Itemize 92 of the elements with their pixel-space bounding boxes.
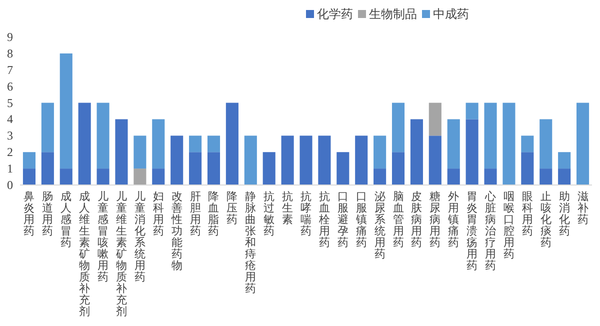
bar — [226, 102, 238, 185]
y-tick-label: 0 — [7, 178, 13, 192]
bar — [558, 168, 571, 185]
legend-label: 化学药 — [317, 7, 353, 21]
x-tick-label: 肝胆用药 — [190, 191, 201, 238]
category-label: 静脉曲张和痔疮用药 — [245, 191, 256, 295]
bar — [134, 168, 146, 185]
x-tick-label: 肠道用药 — [42, 191, 54, 238]
x-tick-label: 口服镇痛药 — [354, 191, 367, 249]
bar — [152, 168, 165, 185]
x-tick-label: 糖尿病用药 — [430, 190, 441, 249]
y-tick-label: 8 — [7, 46, 13, 60]
bar — [410, 119, 423, 185]
bar — [447, 119, 460, 169]
bar — [428, 136, 442, 185]
x-tick-label: 儿童感冒咳嗽用药 — [98, 190, 109, 284]
x-tick-label: 抗过敏药 — [264, 190, 275, 238]
bar — [558, 152, 571, 169]
bar — [521, 136, 534, 152]
bar — [300, 136, 312, 185]
x-tick-label: 皮肤病用药 — [411, 190, 422, 249]
x-tick-label: 止咳化痰药 — [540, 190, 552, 249]
bar — [374, 136, 386, 169]
x-tick-label: 鼻炎用药 — [24, 191, 35, 238]
bar — [521, 152, 534, 185]
bar — [78, 102, 91, 185]
x-tick-label: 改善性功能药物 — [170, 191, 182, 272]
bar — [392, 102, 405, 152]
x-tick-label: 抗生素 — [282, 190, 294, 226]
bar — [374, 168, 386, 185]
y-tick-label: 6 — [7, 79, 13, 94]
y-tick-label: 1 — [7, 162, 13, 176]
x-tick-label: 胃炎胃溃疡用药 — [466, 191, 478, 272]
y-tick-label: 5 — [7, 96, 13, 110]
bar — [152, 119, 165, 169]
bar — [392, 152, 405, 185]
x-tick-label: 儿童消化系统用药 — [134, 190, 146, 284]
bar — [281, 136, 294, 185]
x-tick-label: 泌尿系统用药 — [374, 191, 386, 260]
x-tick-label: 降压药 — [226, 191, 238, 226]
bar — [484, 102, 497, 169]
bar — [41, 152, 54, 185]
x-tick-label: 眼科用药 — [522, 191, 533, 238]
bar — [115, 119, 128, 185]
bar — [134, 136, 146, 169]
bar — [466, 119, 478, 185]
bar — [22, 168, 36, 185]
bar — [22, 152, 36, 169]
y-tick-label: 2 — [7, 145, 13, 160]
bar — [336, 152, 350, 185]
bar — [244, 136, 257, 185]
x-tick-label: 脑血管用药 — [392, 190, 404, 249]
bar — [447, 168, 460, 185]
legend-label: 生物制品 — [369, 7, 417, 21]
x-tick-label: 成人感冒药 — [60, 190, 72, 249]
bar — [170, 136, 184, 185]
bar — [96, 102, 110, 169]
y-tick-label: 7 — [7, 62, 13, 77]
x-tick-label: 口服避孕药 — [337, 191, 348, 249]
bar — [466, 102, 478, 120]
y-tick-label: 9 — [7, 30, 13, 44]
bar — [60, 53, 72, 169]
bar — [189, 152, 202, 185]
bar — [96, 168, 110, 185]
x-tick-label: 滋补药 — [577, 191, 588, 226]
x-tick-label: 心脏病治疗用药 — [484, 190, 496, 272]
y-tick-label: 3 — [7, 128, 13, 143]
bar — [576, 102, 590, 185]
x-tick-label: 妇科用药 — [152, 191, 164, 238]
legend-label: 中成药 — [433, 7, 469, 21]
bar — [484, 168, 497, 185]
bar — [262, 152, 276, 185]
bar — [41, 102, 54, 152]
category-label: 儿童维生素矿物质补充剂 — [116, 191, 127, 318]
bar — [540, 119, 552, 169]
bar — [540, 168, 552, 185]
x-tick-label: 外用镇痛药 — [447, 191, 460, 249]
x-tick-label: 抗血栓用药 — [318, 190, 330, 249]
y-tick-label: 4 — [7, 112, 13, 126]
bar — [502, 102, 516, 185]
bar — [428, 102, 442, 136]
x-tick-label: 降血脂药 — [208, 191, 220, 238]
x-tick-label: 抗哮喘药 — [300, 190, 312, 238]
bar — [355, 136, 368, 185]
bar — [318, 136, 331, 185]
x-tick-label: 咽喉口腔用药 — [503, 191, 514, 260]
category-label: 成人维生素矿物质补充剂 — [79, 191, 90, 318]
x-tick-label: 助消化药 — [558, 190, 570, 238]
bar — [60, 168, 72, 185]
bar — [207, 136, 220, 152]
bar — [207, 152, 220, 185]
bar — [189, 136, 202, 152]
